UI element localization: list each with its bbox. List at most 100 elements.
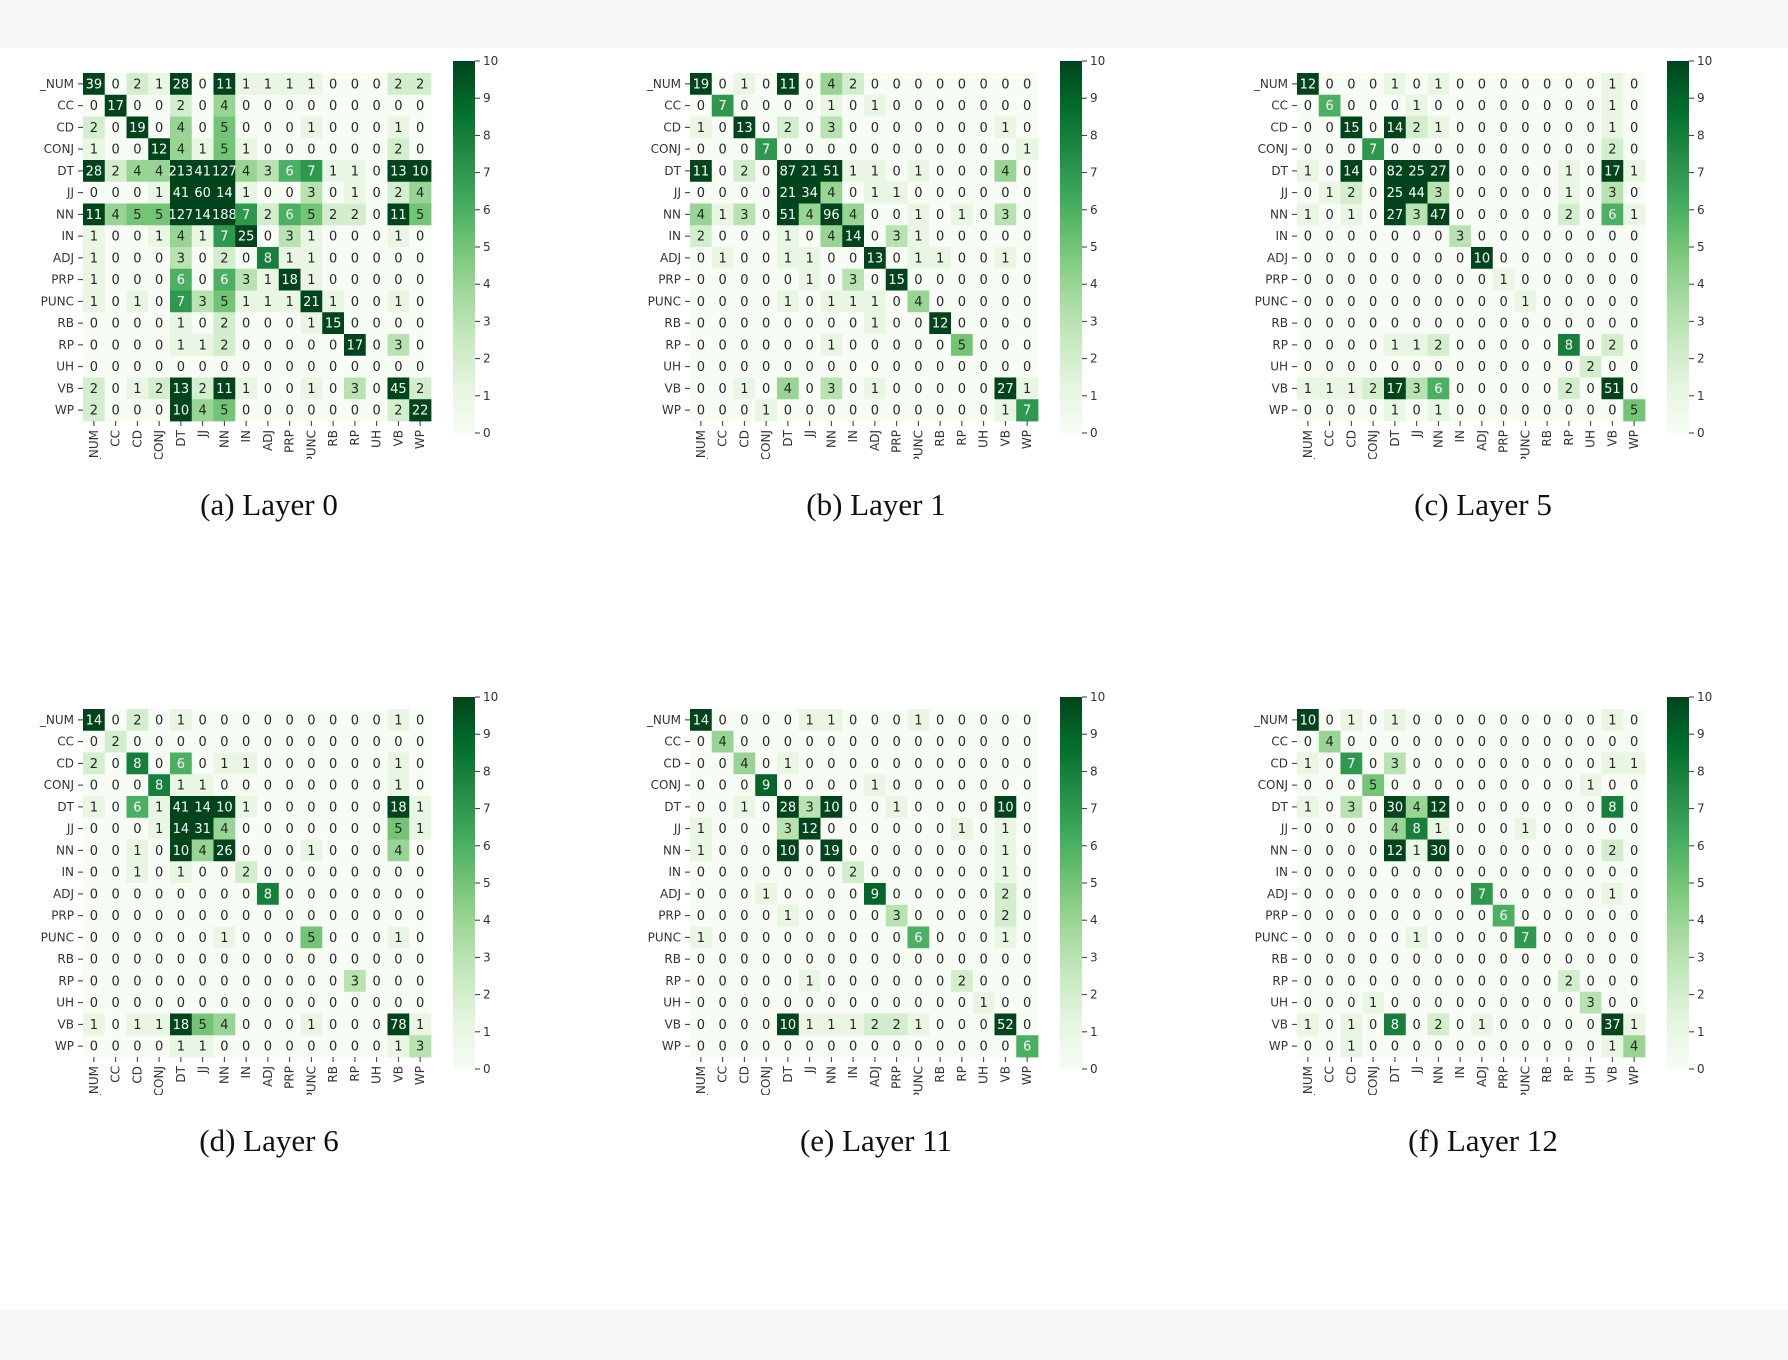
heatmap-cell — [1449, 970, 1472, 993]
heatmap-cell — [344, 73, 367, 96]
cell-value-label: 0 — [1543, 338, 1551, 353]
heatmap-cell — [1362, 73, 1385, 96]
heatmap-cell — [387, 883, 410, 906]
heatmap-cell — [300, 861, 323, 884]
cell-value-label: 0 — [784, 338, 792, 353]
heatmap-cell — [1362, 247, 1385, 270]
colorbar-tick-label: 8 — [1090, 764, 1098, 778]
cell-value-label: 0 — [307, 1040, 315, 1055]
cell-value-label: 0 — [111, 909, 119, 924]
heatmap-cell — [300, 312, 323, 335]
heatmap-cell — [798, 355, 821, 378]
heatmap-cell — [820, 160, 843, 183]
cell-value-label: 0 — [936, 974, 944, 989]
cell-value-label: 0 — [285, 866, 293, 881]
heatmap-cell — [820, 312, 843, 335]
heatmap-cell — [1558, 312, 1581, 335]
y-tick-label: NN — [663, 207, 681, 221]
cell-value-label: 2 — [1608, 143, 1616, 158]
heatmap-cell — [1601, 839, 1624, 862]
cell-value-label: 0 — [805, 404, 813, 419]
heatmap-cell — [1318, 1013, 1341, 1036]
x-tick-label: VB — [391, 430, 405, 446]
cell-value-label: 0 — [155, 99, 163, 114]
heatmap-cell — [1623, 399, 1646, 422]
cell-value-label: 0 — [1434, 779, 1442, 794]
x-tick-label: IN — [239, 1066, 253, 1079]
cell-value-label: 0 — [1565, 1018, 1573, 1033]
cell-value-label: 0 — [1630, 909, 1638, 924]
heatmap-cell — [170, 904, 193, 927]
heatmap-cell — [733, 138, 756, 161]
cell-value-label: 1 — [740, 382, 748, 397]
cell-value-label: 0 — [1023, 251, 1031, 266]
cell-value-label: 0 — [958, 909, 966, 924]
heatmap-cell — [1471, 203, 1494, 226]
heatmap-cell — [235, 796, 258, 819]
cell-value-label: 8 — [1412, 822, 1420, 837]
heatmap-cell — [798, 334, 821, 357]
cell-value-label: 0 — [1412, 1040, 1420, 1055]
heatmap-cell — [885, 138, 908, 161]
heatmap-cell — [278, 312, 301, 335]
cell-value-label: 0 — [718, 1018, 726, 1033]
heatmap-cell — [235, 1035, 258, 1058]
heatmap-cell — [83, 138, 106, 161]
cell-value-label: 0 — [827, 953, 835, 968]
heatmap-cell — [148, 861, 171, 884]
cell-value-label: 0 — [979, 844, 987, 859]
cell-value-label: 0 — [936, 953, 944, 968]
cell-value-label: 0 — [979, 143, 987, 158]
heatmap-cell — [1601, 399, 1624, 422]
cell-value-label: 0 — [285, 757, 293, 772]
heatmap-cell — [907, 991, 930, 1014]
heatmap-cell — [322, 312, 345, 335]
cell-value-label: 0 — [958, 121, 966, 136]
heatmap-cell — [170, 73, 193, 96]
cell-value-label: 0 — [762, 974, 770, 989]
cell-value-label: 18 — [390, 800, 407, 815]
cell-value-label: 0 — [914, 338, 922, 353]
cell-value-label: 0 — [718, 404, 726, 419]
heatmap-cell — [972, 94, 995, 117]
heatmap-cell — [191, 116, 214, 139]
heatmap-cell — [972, 312, 995, 335]
x-tick-label: VB — [998, 430, 1012, 446]
heatmap-cell — [755, 399, 778, 422]
cell-value-label: 0 — [372, 208, 380, 223]
cell-value-label: 10 — [216, 800, 233, 815]
cell-value-label: 0 — [936, 757, 944, 772]
cell-value-label: 0 — [718, 844, 726, 859]
cell-value-label: 0 — [329, 844, 337, 859]
heatmap-cell — [798, 203, 821, 226]
heatmap-cell — [1601, 247, 1624, 270]
cell-value-label: 0 — [1434, 909, 1442, 924]
heatmap-cell — [864, 160, 887, 183]
cell-value-label: 0 — [111, 844, 119, 859]
cell-value-label: 1 — [394, 230, 402, 245]
cell-value-label: 0 — [372, 757, 380, 772]
heatmap-cell — [733, 399, 756, 422]
heatmap-cell — [842, 709, 865, 732]
heatmap-cell — [929, 796, 952, 819]
heatmap-cell — [842, 247, 865, 270]
heatmap-cell — [842, 138, 865, 161]
cell-value-label: 1 — [307, 317, 315, 332]
cell-value-label: 0 — [740, 887, 748, 902]
heatmap-cell — [1384, 116, 1407, 139]
heatmap-cell — [798, 904, 821, 927]
cell-value-label: 0 — [1608, 273, 1616, 288]
x-tick-label: JJ — [803, 430, 817, 438]
cell-value-label: 0 — [1369, 164, 1377, 179]
cell-value-label: 1 — [1347, 208, 1355, 223]
heatmap-cell — [972, 883, 995, 906]
heatmap-cell — [842, 970, 865, 993]
heatmap-cell — [83, 290, 106, 313]
cell-value-label: 4 — [242, 164, 250, 179]
heatmap-cell — [929, 399, 952, 422]
heatmap-cell — [1362, 926, 1385, 949]
heatmap-cell — [798, 1035, 821, 1058]
y-tick-label: UH — [1270, 996, 1288, 1010]
heatmap-cell — [257, 73, 280, 96]
cell-value-label: 2 — [1565, 208, 1573, 223]
